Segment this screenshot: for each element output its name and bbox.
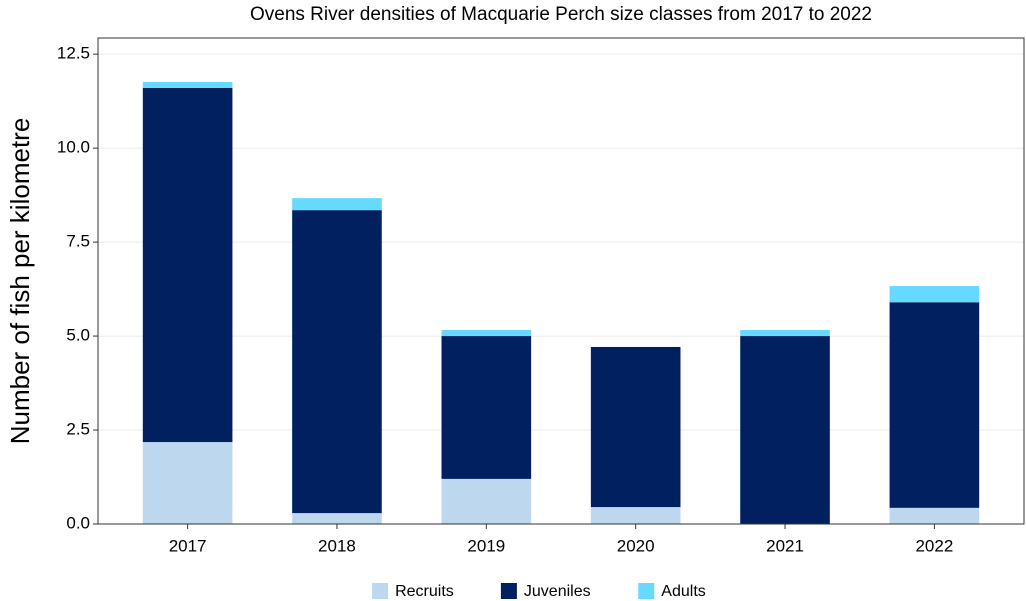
bar-segment [292, 210, 382, 514]
legend-swatch [500, 583, 517, 599]
x-tick-label: 2021 [766, 536, 804, 555]
bar-segment [889, 286, 980, 303]
bar-segment [142, 81, 233, 88]
legend-label: Recruits [395, 583, 454, 600]
plot-border [97, 37, 1025, 525]
y-tick-label: 10.0 [57, 138, 90, 157]
x-tick-label: 2019 [467, 536, 505, 555]
y-axis-label: Number of fish per kilometre [5, 118, 35, 445]
bar-segment [142, 87, 233, 443]
bar-segment [740, 336, 830, 524]
bar-segment [590, 346, 681, 508]
bar-segment [889, 302, 980, 508]
legend-label: Juveniles [524, 583, 591, 600]
chart-title: Ovens River densities of Macquarie Perch… [250, 4, 872, 25]
y-tick-label: 12.5 [57, 44, 90, 63]
y-tick-label: 0.0 [66, 513, 90, 532]
legend-label: Adults [661, 583, 705, 600]
bar-segment [441, 478, 532, 524]
bar-segment [441, 336, 532, 479]
bar-segment [292, 513, 382, 524]
bar-segment [142, 442, 233, 524]
bar-segment [590, 507, 681, 524]
bar-segment [889, 507, 980, 524]
x-tick-label: 2020 [617, 536, 655, 555]
y-tick-label: 7.5 [66, 232, 90, 251]
x-tick-label: 2022 [915, 536, 953, 555]
legend-swatch [372, 583, 389, 599]
bar-segment [740, 330, 830, 337]
x-tick-label: 2018 [318, 536, 356, 555]
bar-segment [441, 330, 532, 337]
legend-swatch [638, 583, 655, 599]
bar-segment [292, 198, 382, 211]
x-tick-label: 2017 [169, 536, 207, 555]
y-tick-label: 5.0 [66, 326, 90, 345]
y-tick-label: 2.5 [66, 420, 90, 439]
